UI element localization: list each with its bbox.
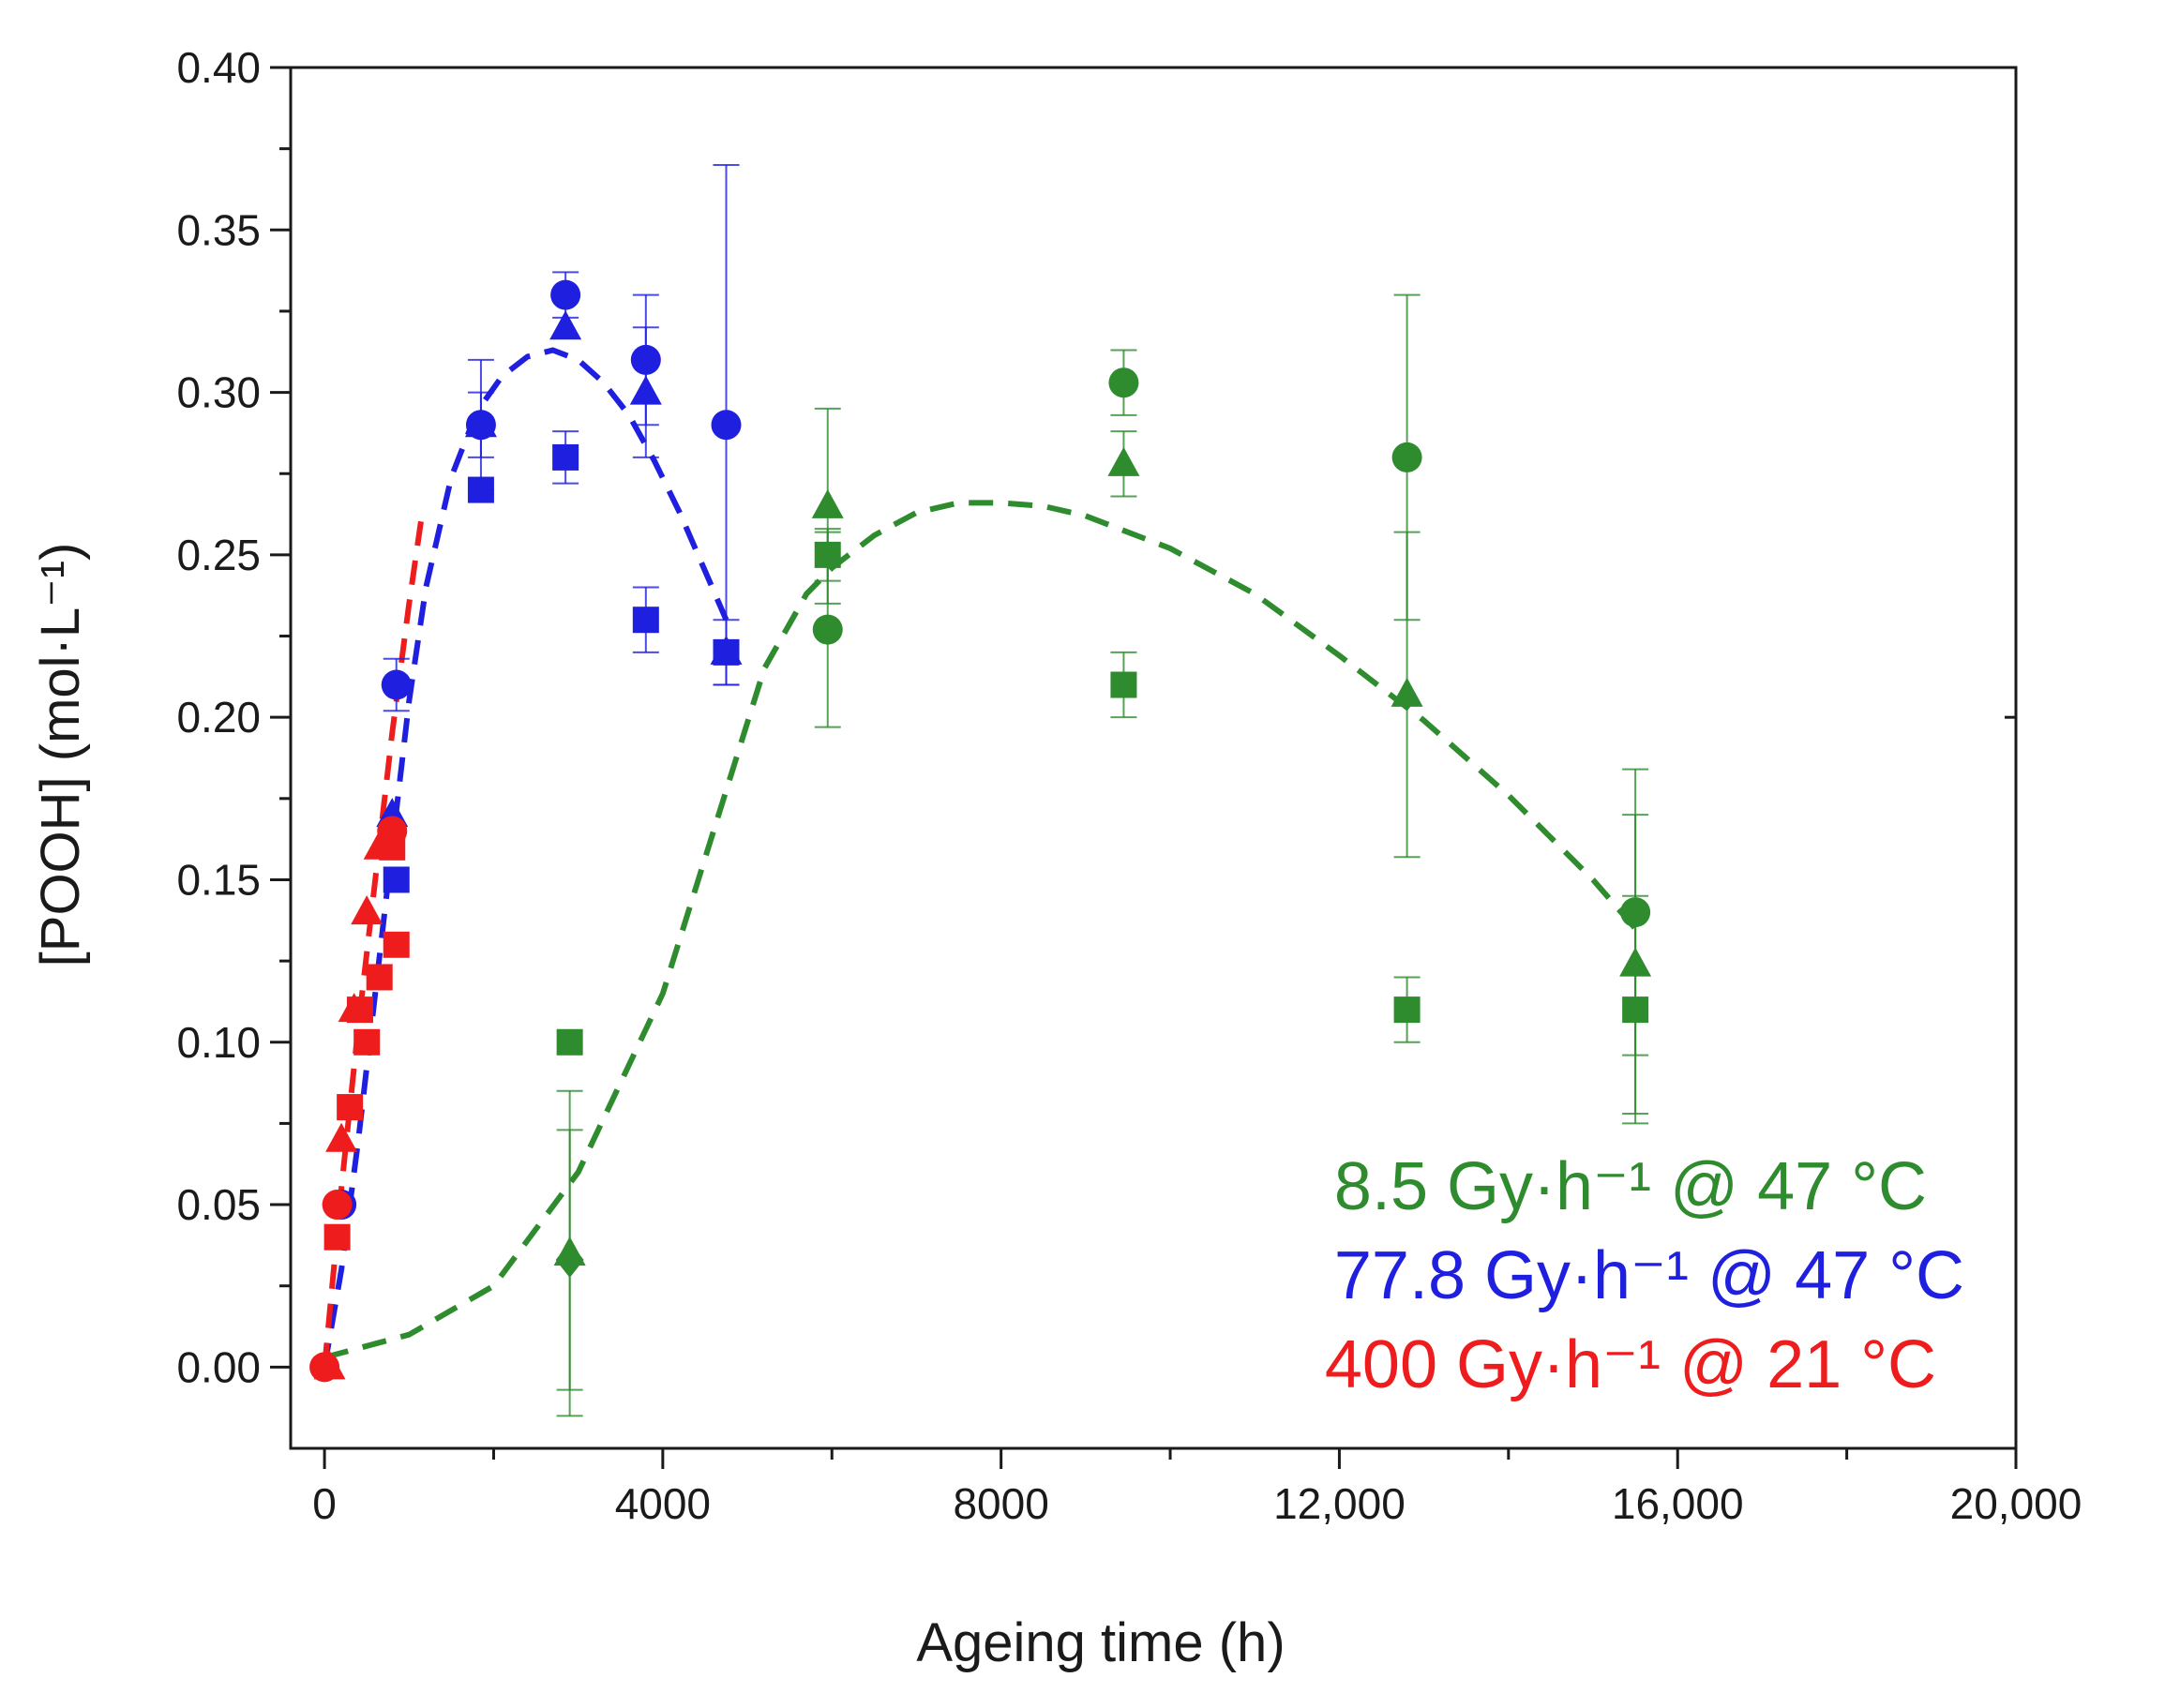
legend-entry-400-gy: 400 Gy·h⁻¹ @ 21 °C bbox=[1325, 1327, 1936, 1402]
y-tick-label: 0.30 bbox=[176, 368, 261, 417]
y-axis-title: [POOH] (mol·L⁻¹) bbox=[30, 543, 91, 967]
data-point-series-2-triangle bbox=[313, 1350, 346, 1380]
data-point-series-1-square bbox=[713, 638, 740, 666]
fit-curve-series-1 bbox=[322, 347, 729, 1368]
x-tick-label: 12,000 bbox=[1273, 1479, 1406, 1528]
y-tick-label: 0.10 bbox=[176, 1018, 261, 1067]
data-point-series-2-square bbox=[346, 996, 373, 1024]
y-tick-label: 0.05 bbox=[176, 1180, 261, 1229]
legend: 8.5 Gy·h⁻¹ @ 47 °C 77.8 Gy·h⁻¹ @ 47 °C 4… bbox=[1325, 1149, 1964, 1402]
legend-entry-77-8-gy: 77.8 Gy·h⁻¹ @ 47 °C bbox=[1334, 1238, 1964, 1313]
x-tick-label: 4000 bbox=[615, 1479, 711, 1528]
data-point-series-2-square bbox=[323, 1223, 351, 1251]
x-tick-label: 20,000 bbox=[1950, 1479, 2082, 1528]
y-tick-label: 0.25 bbox=[176, 531, 261, 579]
y-tick-label: 0.20 bbox=[176, 693, 261, 742]
data-point-series-0-circle bbox=[1391, 442, 1422, 472]
data-point-series-1-triangle bbox=[464, 408, 497, 438]
data-point-series-2-square bbox=[337, 1094, 364, 1121]
data-point-series-0-square bbox=[556, 1028, 583, 1056]
data-point-series-0-circle bbox=[812, 614, 843, 645]
data-point-series-2-triangle bbox=[351, 895, 383, 925]
data-point-series-2-square bbox=[353, 1028, 381, 1056]
data-point-series-0-circle bbox=[1108, 367, 1139, 398]
plot-frame bbox=[289, 66, 2018, 1450]
x-tick-label: 0 bbox=[312, 1479, 337, 1528]
y-tick-label: 0.35 bbox=[176, 205, 261, 254]
data-point-series-0-square bbox=[1110, 671, 1137, 698]
data-point-series-1-square bbox=[552, 443, 579, 471]
y-tick-label: 0.40 bbox=[176, 43, 261, 92]
data-point-series-2-circle bbox=[377, 816, 408, 847]
data-point-series-1-square bbox=[383, 866, 410, 893]
fit-curve-series-2 bbox=[322, 515, 425, 1368]
data-point-series-1-triangle bbox=[549, 310, 582, 340]
data-point-series-0-square bbox=[1622, 996, 1649, 1024]
x-axis-title: Ageing time (h) bbox=[916, 1612, 1285, 1673]
data-point-series-1-circle bbox=[550, 279, 581, 310]
legend-entry-8-5-gy: 8.5 Gy·h⁻¹ @ 47 °C bbox=[1334, 1149, 1927, 1224]
y-tick-label: 0.15 bbox=[176, 855, 261, 904]
data-point-series-2-circle bbox=[322, 1190, 353, 1221]
data-point-series-2-square bbox=[366, 964, 393, 991]
fit-curves-group bbox=[322, 347, 1638, 1368]
data-points-group bbox=[309, 163, 1652, 1417]
fit-curve-series-0 bbox=[323, 500, 1638, 1360]
x-tick-label: 16,000 bbox=[1612, 1479, 1744, 1528]
data-point-series-0-triangle bbox=[811, 488, 844, 518]
data-point-series-1-square bbox=[632, 607, 659, 634]
data-point-series-0-square bbox=[814, 541, 841, 568]
data-point-series-2-square bbox=[383, 931, 410, 958]
data-point-series-1-circle bbox=[711, 410, 742, 441]
data-point-series-1-triangle bbox=[629, 375, 662, 405]
data-point-series-0-triangle bbox=[1107, 446, 1140, 476]
axes-group: 0 4000 8000 12,000 16,000 20,000 0.00 0.05 0.10 0… bbox=[176, 43, 2082, 1528]
data-point-series-0-square bbox=[1393, 996, 1421, 1024]
x-tick-label: 8000 bbox=[953, 1479, 1048, 1528]
data-point-series-0-triangle bbox=[1391, 677, 1423, 707]
data-point-series-2-triangle bbox=[325, 1122, 358, 1152]
y-tick-label: 0.00 bbox=[176, 1342, 261, 1391]
data-point-series-0-triangle bbox=[553, 1236, 586, 1266]
data-point-series-1-circle bbox=[381, 669, 412, 700]
